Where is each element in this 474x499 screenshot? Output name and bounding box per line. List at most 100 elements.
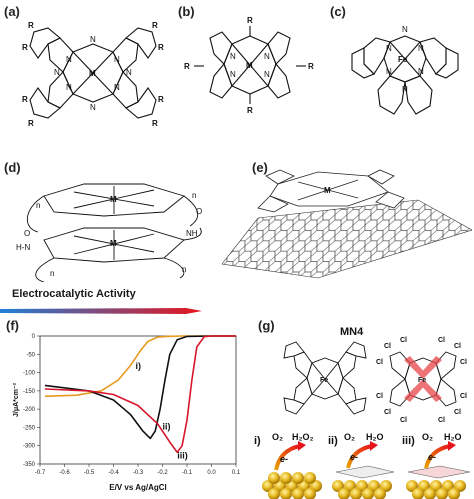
y-tick-label: -300 bbox=[23, 444, 36, 450]
x-tick-label: -0.4 bbox=[108, 470, 119, 476]
substituent-r: R bbox=[247, 106, 253, 115]
panel-label-f: (f) bbox=[6, 318, 19, 333]
y-tick-label: -200 bbox=[23, 407, 36, 413]
fe-perchloro-pc-structure: Fe Cl Cl Cl Cl Cl Cl Cl Cl Cl Cl Cl Cl bbox=[376, 337, 467, 424]
reaction-schemes: i) O₂ H₂O₂ e- ii) O₂ H₂O e- bbox=[254, 432, 471, 499]
atom-n: N bbox=[386, 67, 392, 76]
substituent-r: R bbox=[152, 119, 158, 128]
series-label-1: i) bbox=[136, 361, 142, 371]
x-tick-label: -0.2 bbox=[157, 470, 168, 476]
substituent-r: R bbox=[247, 16, 253, 25]
fepc-structure: Fe bbox=[283, 341, 367, 415]
substituent-r: R bbox=[158, 43, 164, 52]
atom-m: M bbox=[324, 186, 331, 195]
atom-cl: Cl bbox=[400, 417, 407, 424]
fe-macrocycle-structure: Fe N N N N N N bbox=[351, 25, 459, 115]
chain-n: n bbox=[50, 269, 54, 278]
y-tick-label: -100 bbox=[23, 371, 36, 377]
y-tick-label: -250 bbox=[23, 425, 36, 431]
reaction-scheme-3: iii) O₂ H₂O e- bbox=[402, 432, 471, 499]
y-tick-label: -350 bbox=[23, 462, 36, 468]
gold-surface bbox=[332, 480, 392, 499]
product-label: H₂O bbox=[366, 432, 384, 442]
atom-cl: Cl bbox=[438, 417, 445, 424]
atom-o: O bbox=[24, 229, 30, 238]
porphyrin-dimer-structure: M M NH H-N O O n n n n bbox=[16, 183, 202, 282]
atom-m: M bbox=[110, 195, 117, 204]
y-tick-label: -50 bbox=[26, 352, 35, 358]
substituent-r: R bbox=[184, 62, 190, 71]
atom-fe: Fe bbox=[320, 377, 328, 384]
phthalocyanine-structure: M N N N N N N N N R R R R R R R R bbox=[22, 21, 164, 128]
panel-label-b: (b) bbox=[178, 4, 195, 19]
x-tick-label: -0.5 bbox=[84, 470, 95, 476]
macrocycle-on-graphene: M bbox=[221, 169, 472, 279]
atom-n: N bbox=[126, 68, 132, 77]
x-tick-label: -0.6 bbox=[59, 470, 70, 476]
atom-cl: Cl bbox=[438, 337, 445, 344]
atom-n: N bbox=[402, 25, 408, 34]
x-tick-label: -0.3 bbox=[133, 470, 144, 476]
atom-fe: Fe bbox=[398, 55, 408, 64]
reaction-scheme-1: i) O₂ H₂O₂ e- bbox=[254, 432, 322, 499]
chain-n: n bbox=[36, 201, 40, 210]
macrocycle-layer bbox=[407, 465, 471, 479]
amide-nh: NH bbox=[186, 229, 198, 238]
lsv-chart: -0.7 -0.6 -0.5 -0.4 -0.3 -0.2 -0.1 0.0 0.1 0 -50 -1… bbox=[13, 334, 241, 492]
atom-n: N bbox=[264, 70, 270, 79]
reactant-o2: O₂ bbox=[422, 432, 433, 442]
atom-n: N bbox=[418, 44, 424, 53]
reaction-label: i) bbox=[254, 435, 261, 447]
atom-n: N bbox=[114, 83, 120, 92]
x-tick-label: 0.1 bbox=[232, 470, 241, 476]
reaction-label: ii) bbox=[328, 435, 338, 447]
electron-label: e- bbox=[280, 454, 288, 464]
series-line-2 bbox=[44, 335, 236, 440]
graphene-sheet bbox=[221, 199, 472, 279]
macrocycle-layer bbox=[335, 465, 395, 479]
substituent-r: R bbox=[22, 95, 28, 104]
atom-m: M bbox=[246, 61, 253, 70]
panel-label-d: (d) bbox=[4, 160, 21, 175]
atom-cl: Cl bbox=[454, 409, 461, 416]
series-line-3 bbox=[44, 335, 236, 454]
atom-cl: Cl bbox=[376, 393, 383, 400]
panel-label-c: (c) bbox=[330, 4, 346, 19]
substituent-r: R bbox=[28, 21, 34, 30]
substituent-r: R bbox=[308, 62, 314, 71]
panel-label-a: (a) bbox=[4, 4, 20, 19]
chain-n: n bbox=[192, 191, 196, 200]
mn4-title: MN4 bbox=[340, 326, 364, 338]
atom-n: N bbox=[90, 35, 96, 44]
substituent-r: R bbox=[158, 95, 164, 104]
reaction-label: iii) bbox=[402, 435, 415, 447]
reactant-o2: O₂ bbox=[272, 432, 283, 442]
substituent-r: R bbox=[28, 119, 34, 128]
y-tick-label: 0 bbox=[32, 334, 36, 340]
porphyrin-structure: M N N N N R R R R bbox=[184, 16, 314, 115]
series-label-2: ii) bbox=[163, 421, 171, 431]
product-label: H₂O bbox=[444, 432, 462, 442]
reactant-o2: O₂ bbox=[344, 432, 355, 442]
series-label-3: iii) bbox=[177, 451, 188, 461]
atom-n: N bbox=[114, 55, 120, 64]
atom-n: N bbox=[230, 52, 236, 61]
atom-o: O bbox=[196, 207, 202, 216]
panel-label-g: (g) bbox=[258, 318, 275, 333]
y-tick-label: -150 bbox=[23, 389, 36, 395]
electron-label: e- bbox=[428, 452, 436, 462]
x-tick-label: -0.1 bbox=[182, 470, 193, 476]
atom-n: N bbox=[418, 67, 424, 76]
activity-label: Electrocatalytic Activity bbox=[12, 288, 136, 300]
substituent-r: R bbox=[152, 21, 158, 30]
gold-surface bbox=[262, 472, 322, 499]
y-axis-label: J/μA*cm⁻² bbox=[13, 382, 20, 417]
x-tick-label: 0.0 bbox=[207, 470, 216, 476]
reaction-scheme-2: ii) O₂ H₂O e- bbox=[328, 432, 395, 499]
atom-n: N bbox=[66, 83, 72, 92]
atom-m: M bbox=[110, 239, 117, 248]
atom-cl: Cl bbox=[400, 337, 407, 344]
product-label: H₂O₂ bbox=[292, 432, 314, 442]
substituent-r: R bbox=[22, 43, 28, 52]
chain-n: n bbox=[182, 265, 186, 274]
